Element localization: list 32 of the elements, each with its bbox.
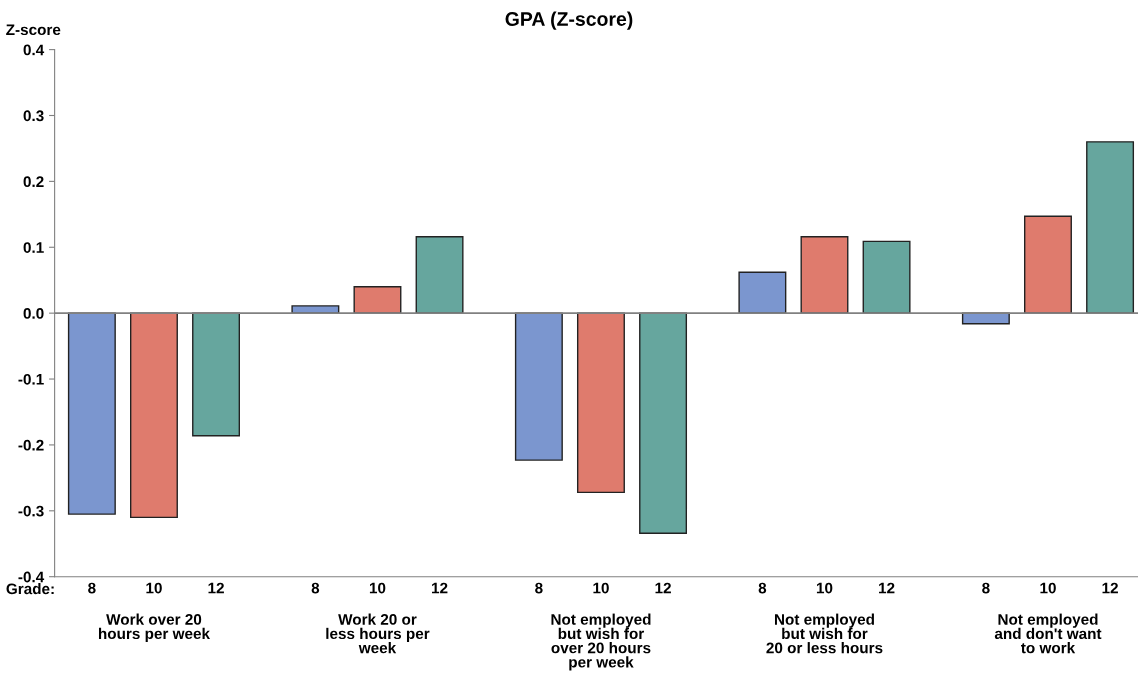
- y-tick-label: -0.2: [18, 439, 44, 451]
- x-tick-label: 12: [208, 582, 224, 594]
- text: Not employed but wish for over 20 hours per week: [551, 613, 651, 671]
- y-tick-label: 0.4: [23, 44, 45, 56]
- text: Not employed but wish for 20 or less hours: [766, 613, 883, 654]
- y-tick-label: 0.1: [23, 242, 44, 253]
- text: Work 20 or less hours per week: [326, 613, 430, 654]
- x-tick-label: 12: [879, 582, 895, 594]
- x-tick-label: 12: [432, 582, 448, 594]
- x-tick-label: 10: [816, 582, 833, 594]
- x-tick-label: 12: [655, 582, 671, 594]
- x-tick-label: 8: [535, 582, 543, 594]
- x-tick-label: 8: [758, 582, 767, 594]
- x-tick-label: 10: [369, 582, 386, 594]
- x-tick-label: 10: [593, 582, 609, 594]
- text: Not employed and don't want to work: [994, 613, 1102, 654]
- x-tick-label: 8: [311, 582, 320, 594]
- chart-title: GPA (Z-score): [505, 11, 633, 30]
- x-tick-label: 12: [1102, 582, 1118, 594]
- y-tick-label: -0.4: [18, 571, 45, 583]
- y-tick-label: 0.3: [23, 110, 44, 122]
- y-axis-title: Z-score: [6, 24, 61, 36]
- y-tick-label: -0.3: [18, 505, 44, 517]
- x-tick-label: 10: [1040, 582, 1056, 594]
- y-tick-label: 0.0: [23, 308, 44, 319]
- x-tick-label: 8: [88, 582, 96, 594]
- x-tick-label: 10: [146, 582, 162, 594]
- y-tick-label: -0.1: [18, 373, 44, 385]
- x-tick-label: 8: [982, 582, 990, 594]
- text: Work over 20 hours per week: [98, 613, 211, 643]
- legend-title: Grade:: [6, 583, 54, 595]
- y-tick-label: 0.2: [23, 176, 44, 188]
